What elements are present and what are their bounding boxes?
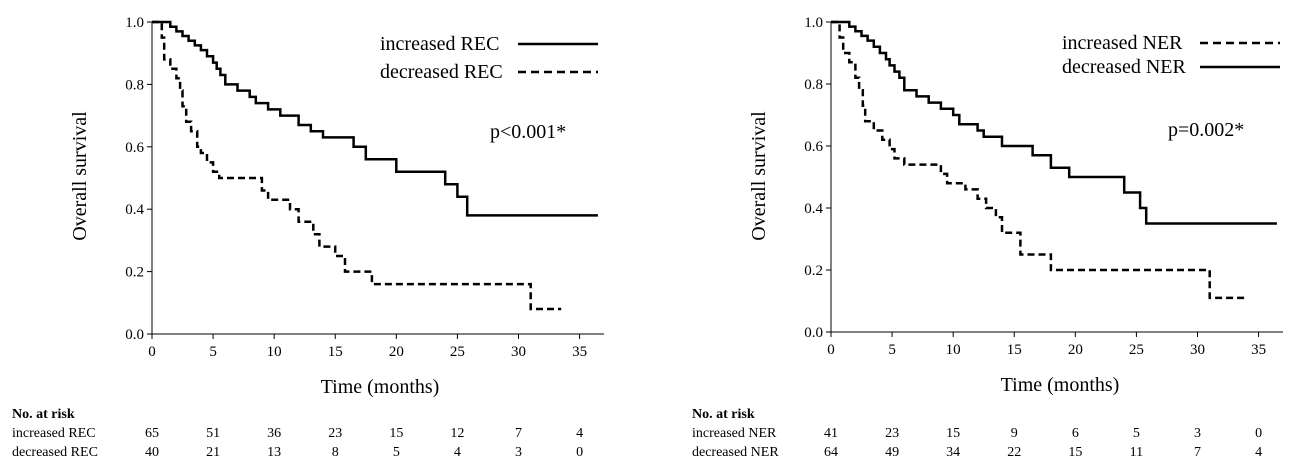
risk-count: 15 (946, 426, 961, 441)
risk-count: 15 (389, 426, 404, 441)
risk-row-increased-ner: increased NER 41 23 15 9 6 5 3 0 (692, 424, 1292, 443)
risk-count: 4 (453, 445, 461, 460)
series-line-increased-rec (152, 20, 598, 217)
chart-rec: Overall survival Time (months) p<0.001* … (69, 15, 604, 398)
legend: increased NER decreased NER (1062, 32, 1280, 78)
risk-row-label: decreased NER (692, 445, 779, 460)
risk-count: 65 (145, 426, 159, 441)
y-tick-label: 0.8 (125, 77, 144, 93)
risk-count: 21 (206, 445, 221, 460)
x-tick-label: 15 (328, 344, 343, 360)
y-tick-label: 1.0 (804, 15, 823, 31)
y-tick-label: 0.4 (804, 201, 823, 217)
x-tick-label: 5 (888, 342, 896, 358)
x-tick-label: 20 (389, 344, 404, 360)
series-line-decreased-ner (831, 20, 1277, 225)
risk-count: 6 (1071, 426, 1079, 441)
y-tick-label: 0.2 (125, 265, 144, 281)
y-tick-label: 0.8 (804, 77, 823, 93)
legend: increased REC decreased REC (380, 33, 598, 83)
x-tick-label: 25 (1129, 342, 1144, 358)
risk-count: 4 (1255, 445, 1263, 460)
chart-ner: Overall survival Time (months) p=0.002* … (748, 15, 1283, 396)
risk-count: 0 (576, 445, 584, 460)
risk-row-increased-rec: increased REC 65 51 36 23 15 12 7 4 (12, 424, 632, 443)
risk-row-label: increased REC (12, 426, 96, 441)
y-tick-label: 1.0 (125, 15, 144, 31)
x-axis-label: Time (months) (321, 376, 440, 398)
y-tick-label: 0.6 (125, 140, 144, 156)
risk-count: 49 (885, 445, 900, 460)
risk-table-header: No. at risk (692, 407, 755, 422)
risk-count: 23 (328, 426, 343, 441)
y-tick-label: 0.2 (804, 263, 823, 279)
risk-count: 0 (1255, 426, 1263, 441)
risk-count: 64 (824, 445, 838, 460)
p-value-annotation: p<0.001* (490, 121, 566, 143)
risk-count: 12 (450, 426, 465, 441)
risk-count: 41 (824, 426, 838, 441)
p-value-annotation: p=0.002* (1168, 119, 1244, 141)
risk-count: 3 (1193, 426, 1201, 441)
y-tick-label: 0.6 (804, 139, 823, 155)
legend-label-decreased-rec: decreased REC (380, 61, 503, 83)
risk-count: 3 (514, 445, 522, 460)
series-line-decreased-rec (152, 20, 562, 311)
x-tick-label: 0 (827, 342, 835, 358)
y-tick-label: 0.0 (804, 325, 823, 341)
x-tick-label: 10 (946, 342, 961, 358)
x-tick-label: 30 (511, 344, 526, 360)
risk-row-label: decreased REC (12, 445, 98, 460)
x-tick-label: 0 (148, 344, 156, 360)
risk-table-ner: No. at risk increased NER 41 23 15 9 6 5 3 0 de… (692, 405, 1292, 462)
x-tick-label: 10 (267, 344, 282, 360)
legend-label-decreased-ner: decreased NER (1062, 56, 1186, 78)
risk-count: 34 (946, 445, 961, 460)
x-tick-label: 25 (450, 344, 465, 360)
legend-label-increased-ner: increased NER (1062, 32, 1183, 54)
risk-count: 40 (145, 445, 159, 460)
risk-count: 13 (267, 445, 282, 460)
risk-count: 8 (331, 445, 339, 460)
x-tick-label: 15 (1007, 342, 1022, 358)
y-axis-label: Overall survival (748, 111, 770, 241)
x-tick-label: 20 (1068, 342, 1083, 358)
risk-count: 5 (392, 445, 400, 460)
risk-count: 15 (1068, 445, 1083, 460)
risk-table-header: No. at risk (12, 407, 75, 422)
risk-row-decreased-ner: decreased NER 64 49 34 22 15 11 7 4 (692, 443, 1292, 462)
risk-row-label: increased NER (692, 426, 777, 441)
risk-count: 51 (206, 426, 221, 441)
risk-count: 23 (885, 426, 900, 441)
risk-count: 11 (1129, 445, 1144, 460)
risk-count: 4 (576, 426, 584, 441)
risk-count: 22 (1007, 445, 1022, 460)
risk-table-rec: No. at risk increased REC 65 51 36 23 15 12 7 4… (12, 405, 632, 462)
y-tick-label: 0.4 (125, 202, 144, 218)
x-axis-label: Time (months) (1001, 374, 1120, 396)
legend-label-increased-rec: increased REC (380, 33, 499, 55)
risk-count: 7 (514, 426, 522, 441)
x-tick-label: 30 (1190, 342, 1205, 358)
x-tick-label: 35 (1251, 342, 1266, 358)
y-axis-label: Overall survival (69, 111, 91, 241)
x-tick-label: 5 (209, 344, 217, 360)
risk-count: 9 (1010, 426, 1018, 441)
series-line-increased-ner (831, 20, 1247, 300)
y-tick-label: 0.0 (125, 327, 144, 343)
x-tick-label: 35 (572, 344, 587, 360)
risk-row-decreased-rec: decreased REC 40 21 13 8 5 4 3 0 (12, 443, 632, 462)
risk-count: 36 (267, 426, 282, 441)
risk-count: 7 (1193, 445, 1201, 460)
risk-count: 5 (1132, 426, 1140, 441)
